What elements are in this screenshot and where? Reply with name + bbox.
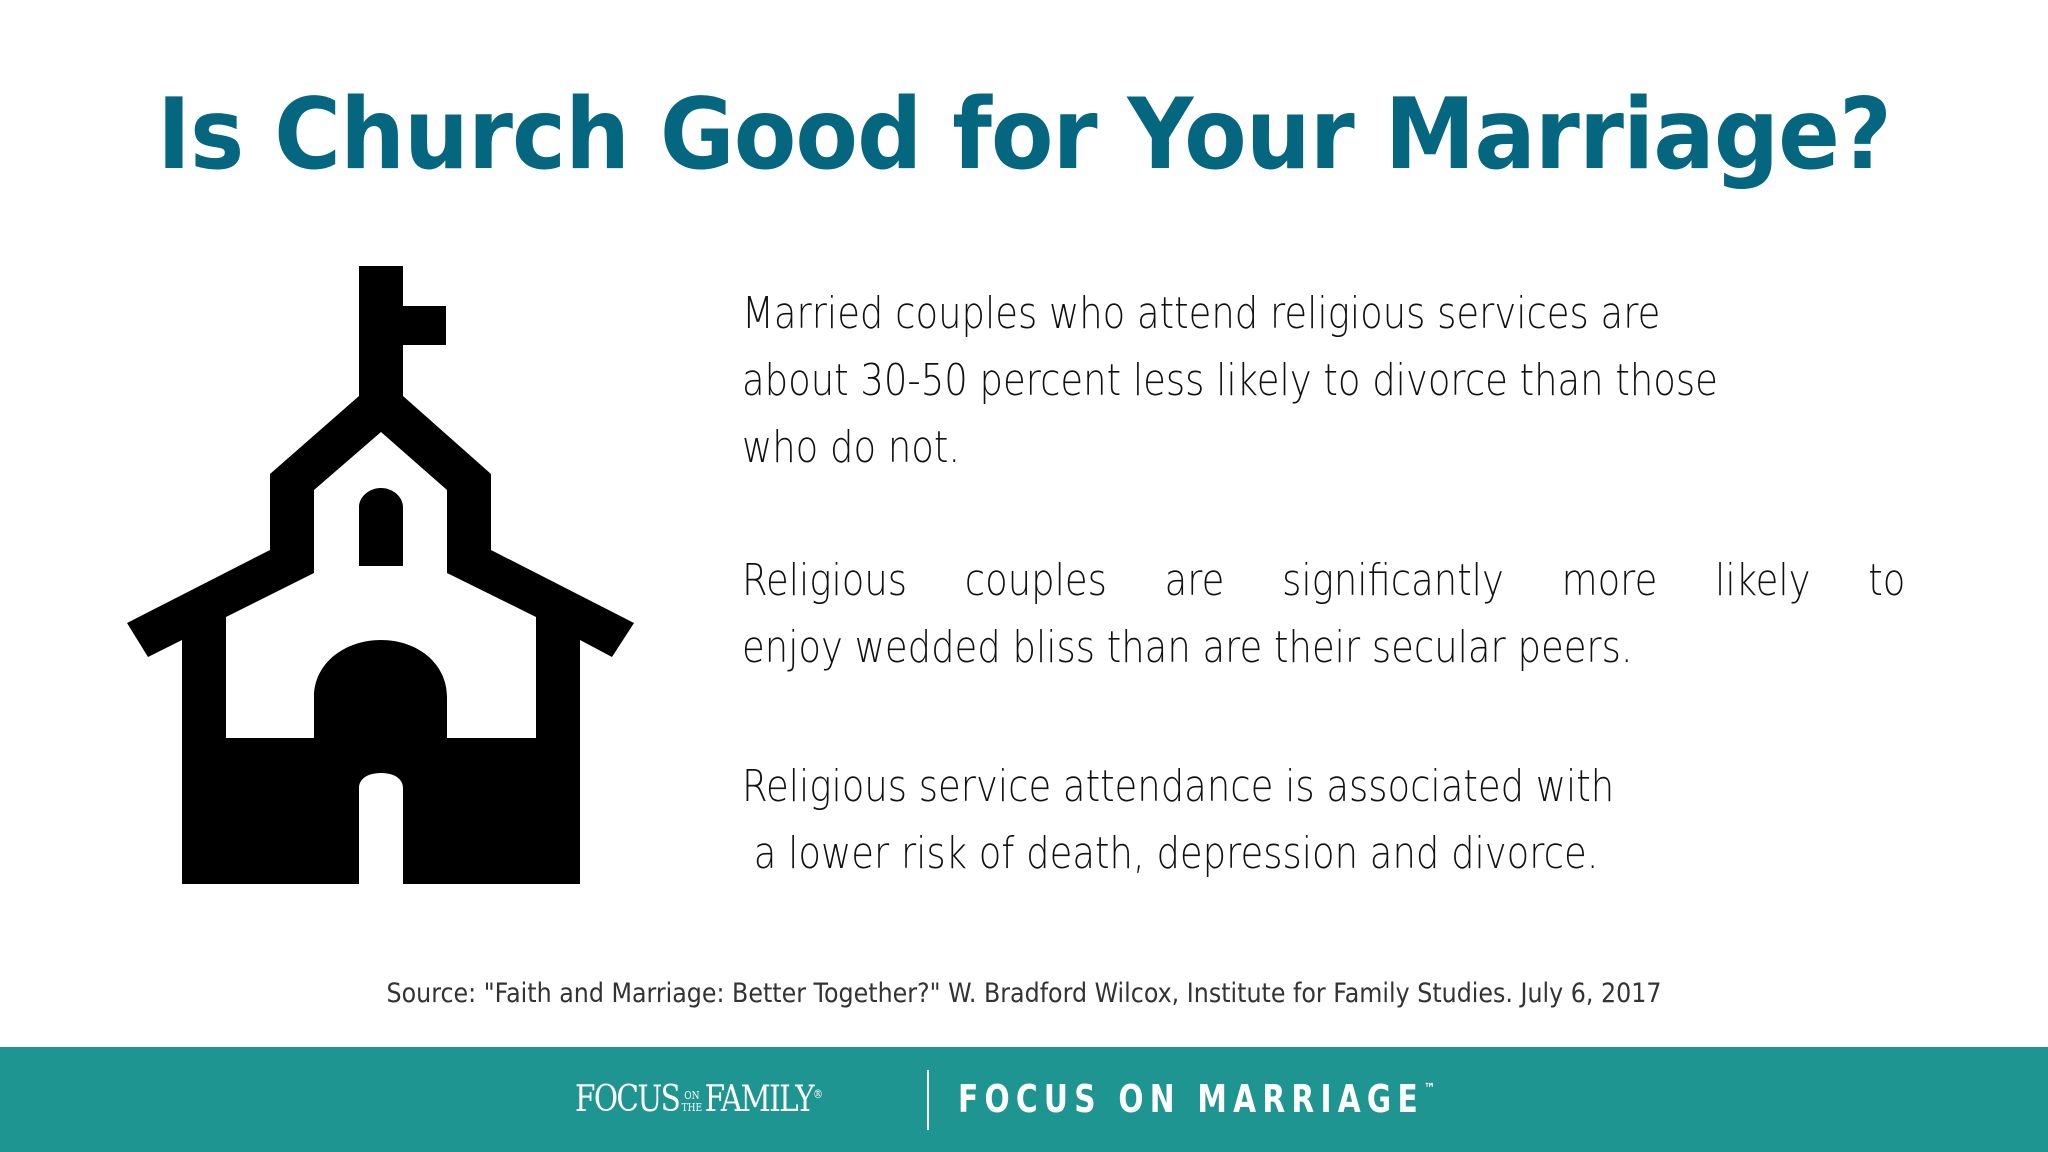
paragraph-line: Religious service attendance is associat… [742,761,1615,812]
page-title: Is Church Good for Your Marriage? [157,78,1892,192]
footer-banner: FOCUS ON THEFAMILY® FOCUS ON MARRIAGE™ [0,1047,2048,1152]
paragraph-line-justified: Religious couples are significantly more… [742,547,1905,614]
paragraph-wedded-bliss: Religious couples are significantly more… [742,547,1905,681]
logo-divider [927,1070,929,1130]
logo-text: FOCUS ON MARRIAGE [958,1077,1424,1121]
word: to [1868,555,1906,606]
trademark-mark: ™ [1423,1081,1435,1097]
word: couples [964,555,1107,606]
logo-word-on: ON [684,1089,700,1102]
paragraph-line: enjoy wedded bliss than are their secula… [742,622,1633,673]
registered-mark: ® [813,1087,823,1101]
paragraph-line: Married couples who attend religious ser… [742,288,1661,339]
paragraph-health-benefits: Religious service attendance is associat… [742,753,1721,887]
focus-on-marriage-logo: FOCUS ON MARRIAGE™ [958,1077,1435,1121]
logo-word-focus: FOCUS [575,1079,681,1120]
paragraph-line: about 30-50 percent less likely to divor… [742,355,1718,406]
word: Religious [742,555,908,606]
paragraph-line: a lower risk of death, depression and di… [742,828,1599,879]
focus-on-the-family-logo: FOCUS ON THEFAMILY® [575,1079,823,1120]
paragraph-line: who do not. [742,422,961,473]
logo-word-the: THE [681,1101,703,1114]
paragraph-divorce-statistic: Married couples who attend religious ser… [742,280,1721,481]
word: likely [1715,555,1811,606]
word: more [1561,555,1658,606]
logo-on-the: ON THE [682,1090,702,1114]
logo-word-family: FAMILY [704,1079,815,1120]
source-citation: Source: "Faith and Marriage: Better Toge… [386,978,1662,1009]
word: are [1164,555,1225,606]
word: significantly [1282,555,1504,606]
